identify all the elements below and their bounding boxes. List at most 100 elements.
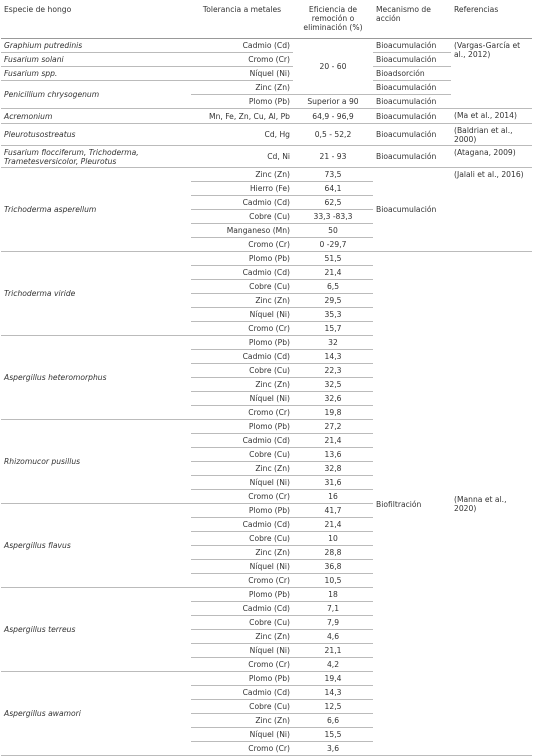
metal-cell: Cadmio (Cd) — [191, 265, 293, 280]
efficiency-cell: 0 -29,7 — [293, 237, 373, 252]
header-cell: Mecanismo de acción — [373, 0, 451, 39]
efficiency-cell: 32,6 — [293, 391, 373, 406]
metal-cell: Zinc (Zn) — [191, 713, 293, 728]
mechanism-cell: Biofiltración — [373, 251, 451, 756]
metal-cell: Cromo (Cr) — [191, 52, 293, 67]
efficiency-cell: 31,6 — [293, 475, 373, 490]
metal-cell: Cd, Hg — [191, 123, 293, 146]
metal-cell: Zinc (Zn) — [191, 293, 293, 308]
metal-cell: Plomo (Pb) — [191, 335, 293, 350]
table-row: Cadmio (Cd) 14,3 — [1, 685, 532, 700]
efficiency-cell: 18 — [293, 587, 373, 602]
efficiency-cell: 14,3 — [293, 349, 373, 364]
table-row: Cadmio (Cd) 21,4 — [1, 517, 532, 532]
efficiency-cell: 10 — [293, 531, 373, 546]
metal-cell: Níquel (Ni) — [191, 475, 293, 490]
table-row: Fusarium solani Cromo (Cr) Bioacumulación — [1, 52, 532, 67]
efficiency-cell: 51,5 — [293, 251, 373, 266]
table-row: Fusarium spp. Níquel (Ni) Bioadsorción — [1, 66, 532, 81]
efficiency-cell: 4,2 — [293, 657, 373, 672]
efficiency-cell: 7,1 — [293, 601, 373, 616]
metal-cell: Cadmio (Cd) — [191, 349, 293, 364]
metal-cell: Cromo (Cr) — [191, 321, 293, 336]
metal-cell: Plomo (Pb) — [191, 503, 293, 518]
metal-cell: Cobre (Cu) — [191, 531, 293, 546]
efficiency-cell: 3,6 — [293, 741, 373, 756]
table-row: Cobre (Cu) 13,6 — [1, 447, 532, 462]
species-cell: Aspergillus flavus — [1, 503, 191, 588]
efficiency-cell: 13,6 — [293, 447, 373, 462]
metal-cell: Zinc (Zn) — [191, 461, 293, 476]
table-row: Acremonium Mn, Fe, Zn, Cu, Al, Pb 64,9 - 9… — [1, 108, 532, 124]
table-row: Cromo (Cr) 16 — [1, 489, 532, 504]
table-row: Rhizomucor pusillus Plomo (Pb) 27,2 — [1, 419, 532, 504]
metal-cell: Cadmio (Cd) — [191, 601, 293, 616]
table-row: Aspergillus flavus Plomo (Pb) 41,7 — [1, 503, 532, 588]
efficiency-cell: 35,3 — [293, 307, 373, 322]
species-cell: Fusarium solani — [1, 52, 191, 67]
metal-cell: Zinc (Zn) — [191, 167, 293, 182]
species-cell: Aspergillus awamori — [1, 671, 191, 756]
efficiency-cell: 14,3 — [293, 685, 373, 700]
efficiency-cell: 28,8 — [293, 545, 373, 560]
table-row: Cromo (Cr) 19,8 — [1, 405, 532, 420]
table-row: Cobre (Cu) 33,3 -83,3 — [1, 209, 532, 224]
efficiency-cell: 27,2 — [293, 419, 373, 434]
metal-cell: Níquel (Ni) — [191, 66, 293, 81]
header-cell: Tolerancia a metales — [191, 0, 293, 39]
table-row: Zinc (Zn) 28,8 — [1, 545, 532, 560]
species-cell: Acremonium — [1, 108, 191, 124]
header-cell: Especie de hongo — [1, 0, 191, 39]
species-cell: Graphium putredinis — [1, 38, 191, 53]
efficiency-cell: 32,8 — [293, 461, 373, 476]
metal-cell: Mn, Fe, Zn, Cu, Al, Pb — [191, 108, 293, 124]
table-row: Aspergillus terreus Plomo (Pb) 18 — [1, 587, 532, 672]
reference-cell: (Ma et al., 2014) — [451, 108, 532, 124]
metal-cell: Cobre (Cu) — [191, 699, 293, 714]
table-row: Níquel (Ni) 35,3 — [1, 307, 532, 322]
metal-cell: Cromo (Cr) — [191, 657, 293, 672]
mechanism-cell: Bioacumulación — [373, 52, 451, 67]
table-row: Níquel (Ni) 31,6 — [1, 475, 532, 490]
mechanism-cell: Bioacumulación — [373, 123, 451, 146]
species-cell: Fusarium spp. — [1, 66, 191, 81]
efficiency-cell: 7,9 — [293, 615, 373, 630]
mechanism-cell: Bioacumulación — [373, 94, 451, 109]
metal-cell: Níquel (Ni) — [191, 307, 293, 322]
table-row: Cadmio (Cd) 21,4 — [1, 433, 532, 448]
efficiency-cell: 16 — [293, 489, 373, 504]
table-row: Cromo (Cr) 10,5 — [1, 573, 532, 588]
metal-cell: Plomo (Pb) — [191, 94, 293, 109]
metal-cell: Zinc (Zn) — [191, 629, 293, 644]
metal-cell: Cd, Ni — [191, 145, 293, 168]
table-header: Especie de hongo Tolerancia a metales Ef… — [1, 0, 532, 39]
table-row: Trichoderma viride Plomo (Pb) 51,5 Biofiltr… — [1, 251, 532, 756]
metal-cell: Níquel (Ni) — [191, 391, 293, 406]
reference-cell: (Atagana, 2009) — [451, 145, 532, 168]
metal-cell: Níquel (Ni) — [191, 643, 293, 658]
efficiency-cell: 64,9 - 96,9 — [293, 108, 373, 124]
efficiency-cell: 41,7 — [293, 503, 373, 518]
species-cell: Trichoderma viride — [1, 251, 191, 336]
metal-cell: Cromo (Cr) — [191, 489, 293, 504]
metal-cell: Cromo (Cr) — [191, 405, 293, 420]
metal-cell: Cromo (Cr) — [191, 573, 293, 588]
species-cell: Penicillium chrysogenum — [1, 80, 191, 109]
table-row: Zinc (Zn) 4,6 — [1, 629, 532, 644]
species-cell: Rhizomucor pusillus — [1, 419, 191, 504]
reference-cell: (Vargas-García et al., 2012) — [451, 38, 532, 109]
table-row: Trichoderma asperellum Zinc (Zn) 73,5 Bioac… — [1, 167, 532, 252]
efficiency-cell: 50 — [293, 223, 373, 238]
efficiency-cell: 15,7 — [293, 321, 373, 336]
efficiency-cell: 6,6 — [293, 713, 373, 728]
mechanism-cell: Bioacumulación — [373, 145, 451, 168]
table-row: Cadmio (Cd) 62,5 — [1, 195, 532, 210]
table-row: Níquel (Ni) 36,8 — [1, 559, 532, 574]
table-row: Zinc (Zn) 29,5 — [1, 293, 532, 308]
metal-cell: Cadmio (Cd) — [191, 433, 293, 448]
efficiency-cell: 62,5 — [293, 195, 373, 210]
efficiency-cell: 19,4 — [293, 671, 373, 686]
metal-cell: Cadmio (Cd) — [191, 685, 293, 700]
species-cell: Fusarium flocciferum, Trichoderma, Trame… — [1, 145, 191, 168]
